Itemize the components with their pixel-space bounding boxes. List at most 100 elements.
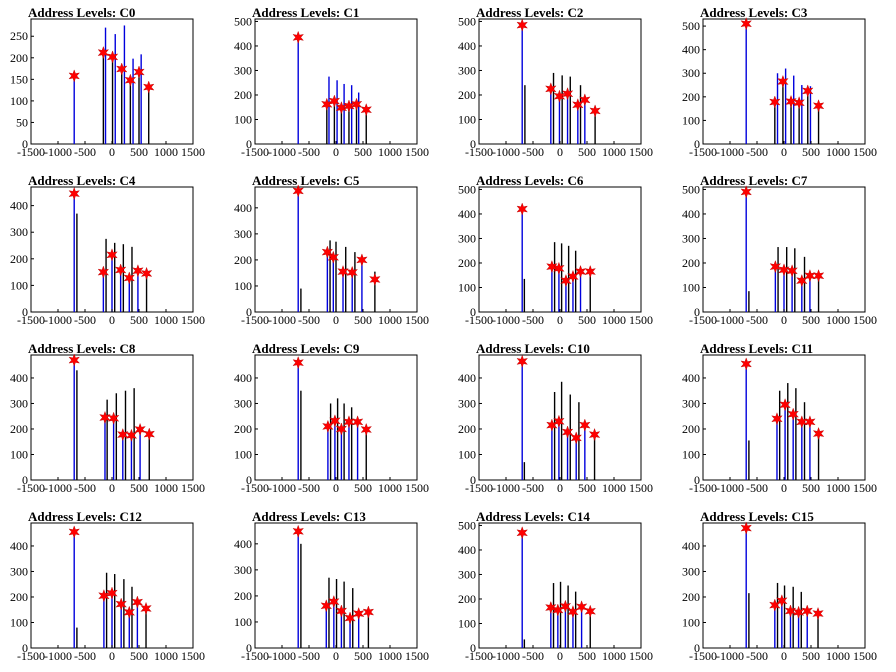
- y-tick-label-3: 300: [682, 396, 700, 410]
- star-marker-0: [68, 525, 80, 539]
- star-marker-3: [559, 599, 572, 613]
- y-tick-label-2: 200: [682, 256, 700, 270]
- y-tick-label-3: 300: [10, 396, 28, 410]
- y-tick-label-4: 400: [458, 39, 476, 53]
- x-tick-label-4: 500: [578, 145, 596, 159]
- chart-panel-12: -1500 -1000 -500 0 500 1000 1500 0 100 200 300 400 A…: [0, 504, 224, 672]
- star-marker-4: [796, 415, 808, 429]
- chart-panel-4: -1500 -1000 -500 0 500 1000 1500 0 100 200 300 400 A…: [0, 168, 224, 336]
- star-marker-1: [545, 600, 557, 615]
- x-tick-label-6: 1500: [853, 649, 877, 663]
- x-tick-label-4: 500: [130, 481, 148, 495]
- star-marker-0: [740, 17, 752, 31]
- x-tick-label-5: 1000: [378, 313, 402, 327]
- y-tick-label-3: 300: [458, 63, 476, 77]
- x-tick-label-5: 1000: [378, 481, 402, 495]
- star-marker-5: [804, 269, 816, 283]
- star-marker-6: [588, 427, 601, 442]
- x-tick-label-2: -500: [746, 313, 768, 327]
- star-marker-6: [812, 269, 825, 283]
- x-tick-label-4: 500: [130, 649, 148, 663]
- x-tick-label-5: 1000: [826, 145, 850, 159]
- x-tick-label-1: -1000: [44, 313, 72, 327]
- y-tick-label-2: 200: [234, 253, 252, 267]
- x-tick-label-5: 1000: [602, 649, 626, 663]
- y-tick-label-2: 200: [458, 88, 476, 102]
- chart-panel-10: -1500 -1000 -500 0 500 1000 1500 0 100 200 300 400 A…: [448, 336, 672, 504]
- star-marker-3: [561, 87, 574, 101]
- y-tick-label-4: 400: [458, 543, 476, 557]
- x-tick-label-0: -1500: [689, 145, 717, 159]
- chart-svg-8: -1500 -1000 -500 0 500 1000 1500 0 100 200 300 400: [10, 353, 205, 495]
- x-tick-label-5: 1000: [602, 313, 626, 327]
- y-tick-label-4: 400: [682, 371, 700, 385]
- x-tick-label-4: 500: [802, 313, 820, 327]
- x-tick-label-5: 1000: [378, 145, 402, 159]
- x-tick-label-0: -1500: [465, 649, 493, 663]
- chart-svg-10: -1500 -1000 -500 0 500 1000 1500 0 100 200 300 400: [458, 354, 653, 495]
- x-tick-label-3: 0: [557, 313, 563, 327]
- star-marker-0: [740, 185, 752, 199]
- star-marker-1: [321, 245, 334, 259]
- y-tick-label-1: 100: [458, 447, 476, 461]
- x-tick-label-6: 1500: [405, 145, 429, 159]
- x-tick-label-3: 0: [333, 145, 339, 159]
- y-tick-label-1: 100: [458, 280, 476, 294]
- star-marker-2: [106, 50, 119, 64]
- x-tick-label-3: 0: [781, 481, 787, 495]
- y-tick-label-1: 50: [16, 115, 28, 129]
- y-tick-label-2: 200: [682, 422, 700, 436]
- y-tick-label-2: 200: [458, 256, 476, 270]
- star-marker-4: [123, 271, 136, 285]
- star-marker-0: [68, 353, 80, 367]
- star-marker-6: [812, 426, 825, 441]
- x-tick-label-1: -1000: [716, 313, 744, 327]
- y-tick-label-3: 300: [458, 231, 476, 245]
- star-marker-3: [784, 604, 797, 618]
- y-tick-label-4: 400: [234, 371, 252, 385]
- x-tick-label-0: -1500: [17, 649, 45, 663]
- x-tick-label-0: -1500: [465, 145, 493, 159]
- x-tick-label-1: -1000: [492, 481, 520, 495]
- y-tick-label-0: 0: [470, 641, 476, 655]
- chart-svg-13: -1500 -1000 -500 0 500 1000 1500 0 100 200 300 400: [234, 522, 429, 663]
- x-tick-label-2: -500: [298, 145, 320, 159]
- star-marker-3: [561, 425, 574, 439]
- star-marker-4: [123, 605, 136, 619]
- y-tick-label-4: 400: [458, 207, 476, 221]
- x-tick-label-3: 0: [109, 145, 115, 159]
- x-tick-label-0: -1500: [465, 481, 493, 495]
- star-marker-0: [516, 18, 528, 32]
- y-tick-label-1: 100: [682, 615, 700, 629]
- x-tick-label-0: -1500: [241, 313, 269, 327]
- star-marker-0: [292, 184, 304, 198]
- star-marker-6: [584, 604, 596, 618]
- star-marker-6: [369, 272, 381, 287]
- x-tick-label-1: -1000: [492, 313, 520, 327]
- x-tick-label-4: 500: [802, 649, 820, 663]
- x-tick-label-5: 1000: [602, 145, 626, 159]
- chart-svg-9: -1500 -1000 -500 0 500 1000 1500 0 100 200 300 400: [234, 354, 429, 495]
- chart-panel-1: -1500 -1000 -500 0 500 1000 1500 0 100 200 300 400 5…: [224, 0, 448, 168]
- y-tick-label-0: 0: [694, 641, 700, 655]
- x-tick-label-0: -1500: [241, 481, 269, 495]
- star-marker-1: [545, 82, 557, 96]
- x-tick-label-2: -500: [74, 145, 96, 159]
- y-tick-label-3: 300: [682, 564, 700, 578]
- y-tick-label-1: 100: [234, 279, 252, 293]
- chart-title: Address Levels: C3: [700, 5, 808, 20]
- x-tick-label-2: -500: [746, 145, 768, 159]
- chart-title: Address Levels: C4: [28, 173, 136, 188]
- star-marker-2: [329, 414, 341, 428]
- star-marker-2: [776, 594, 788, 608]
- y-tick-label-4: 400: [234, 537, 252, 551]
- y-tick-label-1: 100: [234, 447, 252, 461]
- y-tick-label-5: 500: [458, 14, 476, 28]
- star-marker-1: [771, 412, 783, 426]
- y-tick-label-1: 100: [458, 616, 476, 630]
- star-marker-3: [117, 427, 129, 442]
- star-marker-1: [769, 260, 782, 274]
- y-tick-label-5: 500: [682, 182, 700, 196]
- y-tick-label-3: 300: [234, 227, 252, 241]
- y-tick-label-2: 200: [682, 90, 700, 104]
